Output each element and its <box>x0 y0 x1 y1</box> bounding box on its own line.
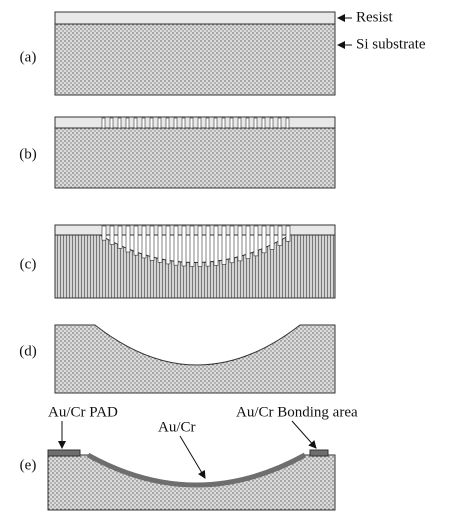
resist-opening <box>213 117 218 129</box>
trench <box>237 225 243 262</box>
resist-label: Resist <box>356 9 394 25</box>
substrate <box>54 234 336 299</box>
trench <box>277 225 283 246</box>
panel-label: (e) <box>20 457 37 473</box>
trench <box>269 225 275 250</box>
trench <box>165 225 171 265</box>
resist-opening <box>173 117 178 129</box>
resist-opening <box>269 117 274 129</box>
resist-opening <box>165 117 170 129</box>
resist-layer <box>54 116 336 129</box>
substrate <box>54 324 336 394</box>
resist-opening <box>125 117 130 129</box>
resist-opening <box>101 117 106 129</box>
substrate <box>54 23 336 96</box>
panel-d: (d) <box>19 324 336 394</box>
panel-a: (a) Resist Si substrate <box>20 9 426 96</box>
au-cr-layer <box>86 452 307 488</box>
resist-opening <box>245 117 250 129</box>
trench <box>189 225 195 267</box>
panel-e: (e) Au/Cr PAD Au/Cr Bonding area Au/Cr <box>20 404 358 511</box>
trench <box>253 225 259 257</box>
resist-opening <box>277 117 282 129</box>
resist-opening <box>133 117 138 129</box>
trench <box>173 225 179 266</box>
trench <box>117 225 123 249</box>
resist-opening <box>237 117 242 129</box>
panel-label: (d) <box>19 343 37 359</box>
resist-opening <box>117 117 122 129</box>
pad-label: Au/Cr PAD <box>48 404 118 420</box>
substrate-label: Si substrate <box>356 36 426 52</box>
panel-label: (b) <box>19 146 37 162</box>
trench <box>149 225 155 261</box>
resist-layer <box>54 11 336 25</box>
resist-opening <box>181 117 186 129</box>
trench <box>125 225 131 253</box>
trench <box>133 225 139 256</box>
panel-c: (c) <box>20 224 336 299</box>
resist-opening <box>229 117 234 129</box>
panel-b: (b) <box>19 116 336 189</box>
arrow <box>291 420 317 449</box>
resist-opening <box>141 117 146 129</box>
layer-label: Au/Cr <box>158 419 196 435</box>
bonding-pad <box>309 449 329 457</box>
trench <box>109 225 115 245</box>
trench <box>285 225 291 242</box>
resist-opening <box>221 117 226 129</box>
resist-opening <box>157 117 162 129</box>
resist-opening <box>189 117 194 129</box>
arrow <box>179 435 206 479</box>
resist-opening <box>197 117 202 129</box>
resist-layer <box>54 224 336 236</box>
trench <box>157 225 163 263</box>
trench <box>197 225 203 267</box>
substrate <box>54 127 336 189</box>
trench <box>101 225 107 241</box>
trench <box>181 225 187 267</box>
trench <box>141 225 147 259</box>
trench <box>261 225 267 254</box>
trench <box>213 225 219 266</box>
panel-label: (c) <box>20 256 37 272</box>
resist-opening <box>253 117 258 129</box>
resist-opening <box>109 117 114 129</box>
bonding-label: Au/Cr Bonding area <box>236 404 358 420</box>
resist-opening <box>149 117 154 129</box>
trench <box>221 225 227 265</box>
pad <box>47 449 81 457</box>
trench <box>229 225 235 264</box>
trench <box>205 225 211 267</box>
resist-opening <box>285 117 290 129</box>
resist-opening <box>205 117 210 129</box>
panel-label: (a) <box>20 49 37 65</box>
trench <box>245 225 251 259</box>
resist-opening <box>261 117 266 129</box>
